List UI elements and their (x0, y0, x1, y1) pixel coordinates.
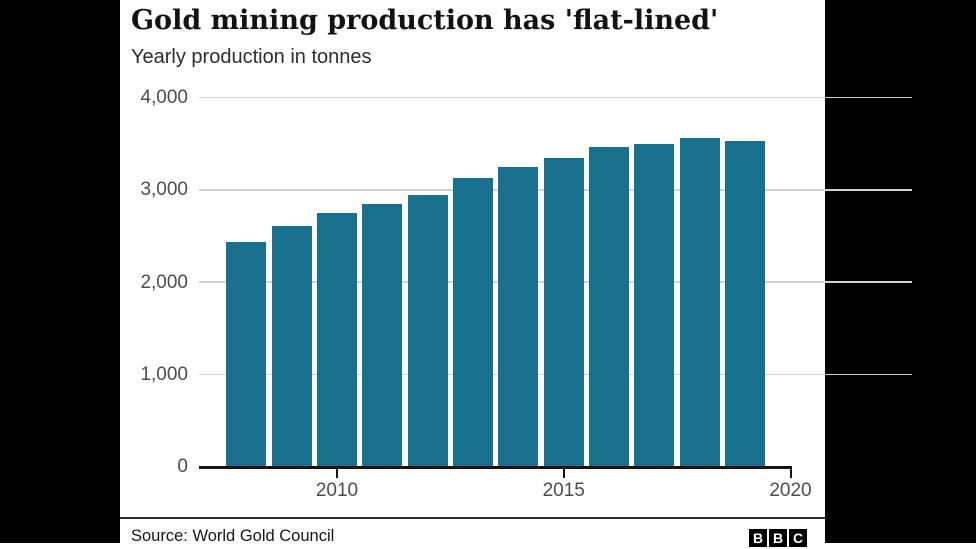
bbc-logo-letter-2: B (769, 529, 787, 547)
bar-2017 (634, 143, 675, 468)
x-tick-label-2020: 2020 (769, 479, 812, 501)
x-tick-label-2010: 2010 (315, 479, 359, 501)
bar-2018 (679, 138, 720, 468)
bar-2009 (271, 225, 312, 468)
bbc-logo-letter-1: B (749, 529, 767, 547)
bar-2019 (725, 140, 766, 468)
source-caption: Source: World Gold Council (131, 527, 335, 545)
chart-subtitle: Yearly production in tonnes (131, 46, 372, 68)
bar-chart-plot: 0 1,000 2,000 3,000 4,000 2010 2015 2020 (120, 0, 912, 517)
chart-card: Gold mining production has 'flat-lined' … (120, 0, 912, 549)
y-tick-label-1000: 1,000 (140, 363, 188, 385)
left-letterbox (0, 0, 120, 543)
y-tick-label-4000: 4,000 (140, 87, 188, 108)
x-tick-2015 (562, 468, 565, 478)
bar-2012 (407, 195, 448, 468)
x-axis-line (199, 465, 792, 469)
y-tick-label-3000: 3,000 (140, 179, 188, 201)
bar-2008 (226, 242, 267, 468)
x-tick-2010 (336, 468, 338, 478)
bbc-logo-letter-3: C (789, 529, 807, 547)
right-letterbox (825, 0, 976, 543)
x-tick-label-2015: 2015 (542, 479, 585, 501)
y-tick-label-0: 0 (177, 456, 188, 477)
chart-title: Gold mining production has 'flat-lined' (131, 5, 719, 36)
bar-2016 (589, 147, 630, 468)
footer-divider (120, 517, 825, 519)
bar-2013 (453, 177, 494, 468)
bar-2015 (543, 158, 584, 468)
x-tick-2020 (789, 468, 792, 478)
bar-2011 (362, 204, 403, 468)
bar-2010 (317, 213, 357, 468)
gridline-4000 (199, 96, 912, 99)
y-tick-label-2000: 2,000 (140, 271, 188, 293)
bar-2014 (498, 167, 539, 468)
